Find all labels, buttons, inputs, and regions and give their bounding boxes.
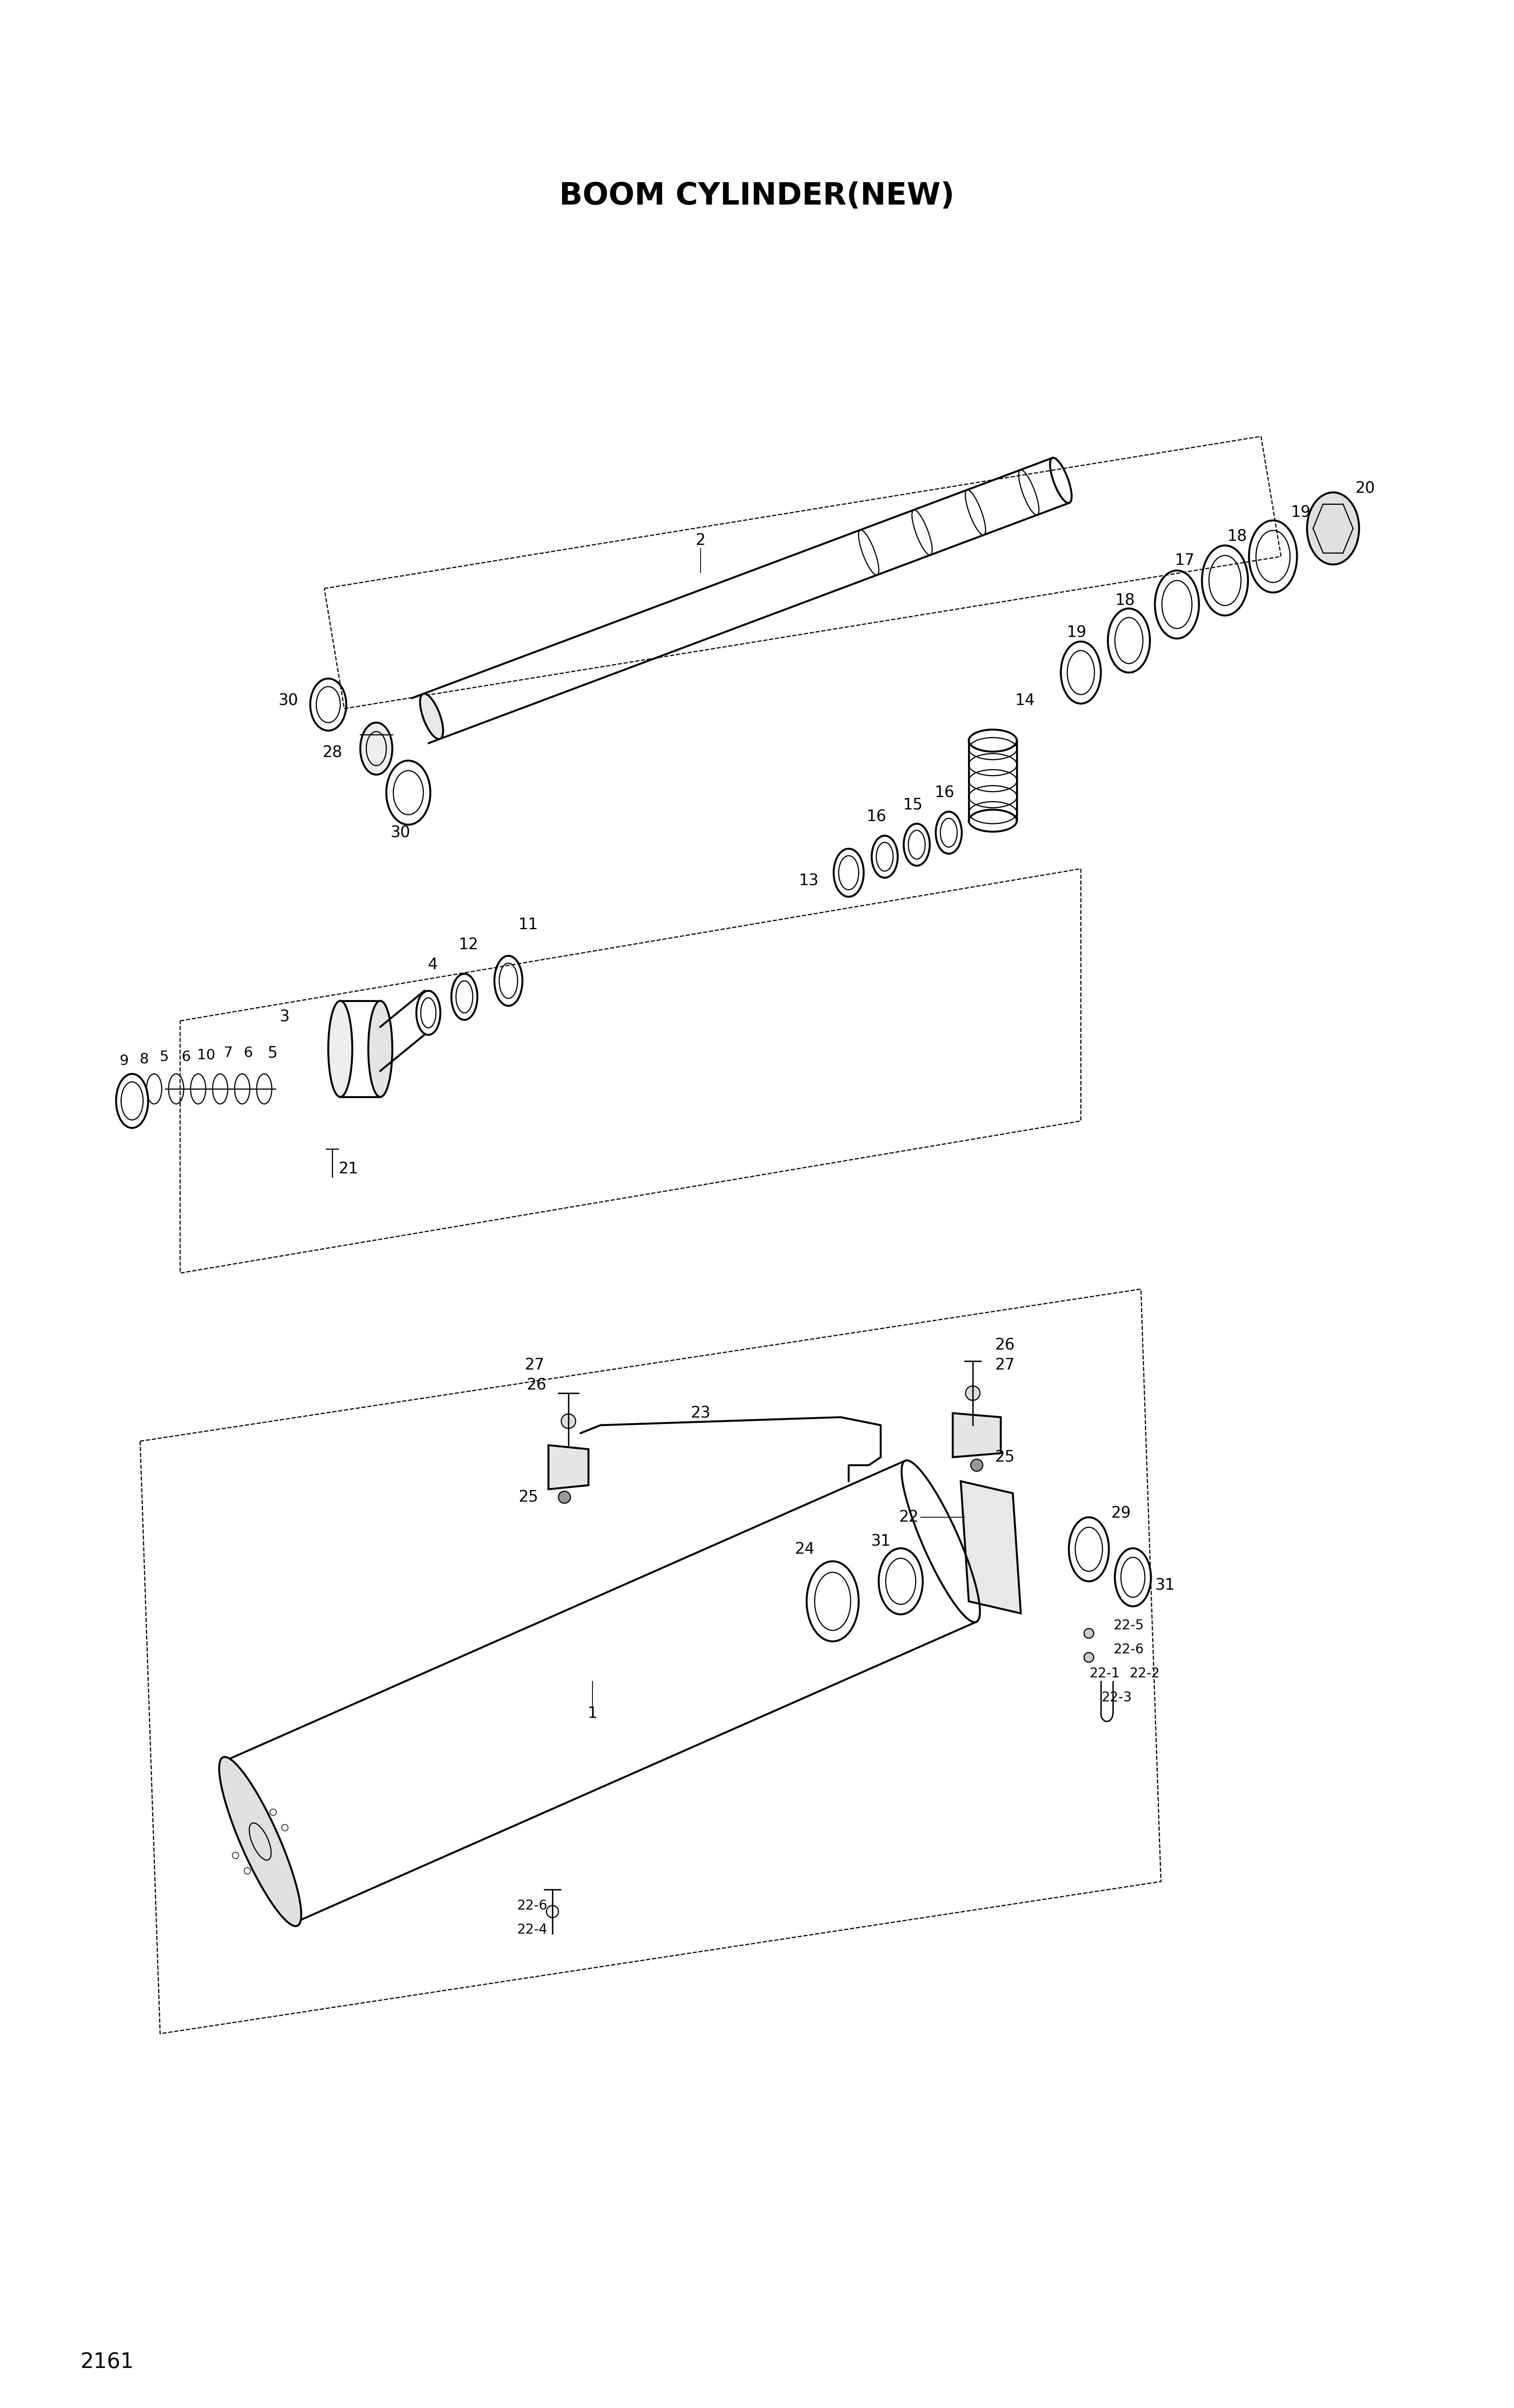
Text: 28: 28 — [322, 744, 342, 761]
Circle shape — [344, 1055, 347, 1060]
Text: 25: 25 — [518, 1491, 539, 1505]
Text: 22-6: 22-6 — [518, 1900, 548, 1912]
Text: 31: 31 — [871, 1534, 890, 1548]
Circle shape — [562, 1413, 575, 1428]
Text: 22-6: 22-6 — [1114, 1642, 1145, 1657]
Circle shape — [966, 1387, 980, 1401]
Text: 5: 5 — [159, 1050, 168, 1064]
Circle shape — [338, 1035, 342, 1038]
Polygon shape — [548, 1445, 589, 1488]
Text: 3: 3 — [279, 1009, 289, 1023]
Ellipse shape — [329, 1002, 353, 1098]
Text: 25: 25 — [995, 1450, 1014, 1464]
Text: 31: 31 — [1155, 1577, 1175, 1594]
Text: 17: 17 — [1175, 554, 1195, 568]
Circle shape — [338, 1060, 342, 1062]
Text: 29: 29 — [1111, 1505, 1131, 1522]
Text: 30: 30 — [279, 694, 298, 708]
Text: 21: 21 — [338, 1161, 359, 1178]
Circle shape — [269, 1808, 277, 1816]
Ellipse shape — [368, 1002, 392, 1098]
Text: 6: 6 — [244, 1045, 253, 1060]
Text: 15: 15 — [902, 797, 922, 811]
Text: 27: 27 — [524, 1358, 545, 1373]
Text: 10: 10 — [197, 1047, 215, 1062]
Text: 16: 16 — [934, 785, 955, 799]
Text: 27: 27 — [995, 1358, 1014, 1373]
Circle shape — [232, 1852, 239, 1859]
Ellipse shape — [360, 722, 392, 775]
Text: 22-2: 22-2 — [1129, 1666, 1160, 1681]
Ellipse shape — [419, 694, 444, 739]
Circle shape — [1084, 1628, 1093, 1637]
Text: 22: 22 — [899, 1510, 919, 1524]
Circle shape — [345, 1047, 350, 1050]
Text: 7: 7 — [224, 1045, 233, 1060]
Text: 19: 19 — [1291, 506, 1311, 520]
Polygon shape — [961, 1481, 1020, 1613]
Text: 20: 20 — [1355, 482, 1375, 496]
Circle shape — [1084, 1652, 1093, 1662]
Polygon shape — [952, 1413, 1001, 1457]
Text: 2: 2 — [695, 532, 706, 549]
Text: 30: 30 — [391, 826, 410, 840]
Text: 1: 1 — [587, 1705, 598, 1722]
Text: 18: 18 — [1226, 530, 1248, 544]
Circle shape — [332, 1047, 335, 1050]
Circle shape — [559, 1491, 571, 1503]
Text: 23: 23 — [690, 1406, 710, 1421]
Text: 6: 6 — [182, 1050, 191, 1064]
Text: 12: 12 — [459, 937, 478, 954]
Text: 9: 9 — [120, 1055, 129, 1067]
Text: 22-5: 22-5 — [1114, 1618, 1145, 1633]
Circle shape — [344, 1038, 347, 1043]
Text: 26: 26 — [527, 1377, 547, 1392]
Text: 19: 19 — [1067, 626, 1087, 641]
Text: 16: 16 — [866, 809, 887, 824]
Text: 13: 13 — [799, 874, 819, 889]
Circle shape — [282, 1825, 288, 1830]
Circle shape — [244, 1869, 250, 1873]
Text: 11: 11 — [518, 917, 539, 932]
Ellipse shape — [220, 1758, 301, 1926]
Circle shape — [333, 1055, 338, 1060]
Text: BOOM CYLINDER(NEW): BOOM CYLINDER(NEW) — [559, 181, 955, 212]
Circle shape — [263, 1866, 269, 1873]
Text: 18: 18 — [1114, 592, 1136, 609]
Text: 22-3: 22-3 — [1102, 1690, 1132, 1705]
Circle shape — [970, 1459, 983, 1471]
Text: 5: 5 — [268, 1045, 277, 1060]
Circle shape — [235, 1828, 241, 1835]
Text: 22-4: 22-4 — [518, 1924, 548, 1936]
Text: 22-1: 22-1 — [1090, 1666, 1120, 1681]
Text: 8: 8 — [139, 1052, 148, 1067]
Circle shape — [279, 1847, 285, 1854]
Text: 2161: 2161 — [80, 2353, 133, 2372]
Circle shape — [251, 1811, 257, 1818]
Text: 26: 26 — [995, 1336, 1014, 1353]
Text: 24: 24 — [795, 1541, 815, 1558]
Text: 14: 14 — [1014, 694, 1034, 708]
Text: 4: 4 — [427, 958, 438, 973]
Circle shape — [333, 1038, 338, 1043]
Ellipse shape — [1307, 491, 1360, 563]
